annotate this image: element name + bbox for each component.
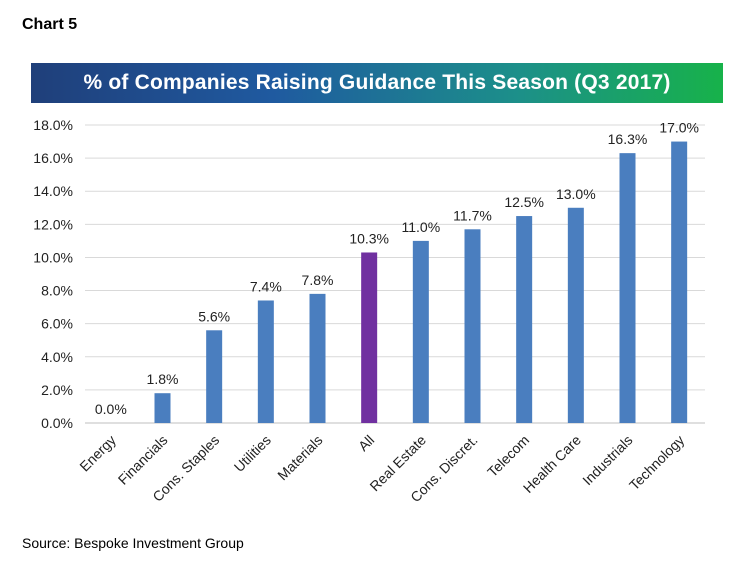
chart-label: Chart 5 (22, 16, 78, 33)
data-label: 7.8% (302, 272, 334, 288)
bar (619, 153, 636, 423)
bar (516, 216, 533, 423)
bar (567, 207, 584, 423)
bar (309, 293, 326, 423)
bar (257, 300, 274, 423)
data-label: 11.7% (453, 207, 492, 223)
x-tick-label: Technology (626, 432, 687, 493)
chart-title: % of Companies Raising Guidance This Sea… (83, 71, 671, 94)
bar (206, 330, 223, 423)
data-label: 13.0% (556, 186, 596, 202)
bar (671, 141, 688, 424)
bar (412, 240, 429, 423)
data-label: 12.5% (504, 194, 544, 210)
x-tick-label: All (355, 432, 377, 454)
x-tick-label: Telecom (484, 432, 532, 480)
data-label: 1.8% (147, 371, 179, 387)
data-label: 16.3% (608, 131, 648, 147)
bar-chart: 0.0% 2.0% 4.0% 6.0% 8.0% 10.0% 12.0% 14.0% 16.0%… (33, 117, 705, 505)
y-tick-label: 12.0% (33, 216, 73, 232)
y-tick-label: 16.0% (33, 150, 73, 166)
y-tick-label: 6.0% (41, 316, 73, 332)
bar (464, 229, 481, 423)
bar (361, 252, 378, 423)
x-tick-label: Utilities (231, 432, 274, 475)
bar (154, 393, 171, 423)
source-note: Source: Bespoke Investment Group (22, 535, 244, 551)
y-tick-label: 8.0% (41, 283, 73, 299)
title-banner: % of Companies Raising Guidance This Sea… (31, 63, 723, 103)
data-label: 0.0% (95, 401, 127, 417)
data-label: 10.3% (349, 230, 389, 246)
y-tick-label: 10.0% (33, 249, 73, 265)
y-tick-label: 0.0% (41, 415, 73, 431)
data-label: 17.0% (659, 120, 699, 136)
data-label: 5.6% (198, 308, 230, 324)
y-tick-label: 14.0% (33, 183, 73, 199)
y-tick-label: 2.0% (41, 382, 73, 398)
data-label: 7.4% (250, 278, 282, 294)
y-tick-label: 4.0% (41, 349, 73, 365)
data-label: 11.0% (401, 219, 440, 235)
x-tick-label: Energy (76, 432, 119, 475)
y-tick-label: 18.0% (33, 117, 73, 133)
x-tick-label: Materials (274, 432, 325, 483)
